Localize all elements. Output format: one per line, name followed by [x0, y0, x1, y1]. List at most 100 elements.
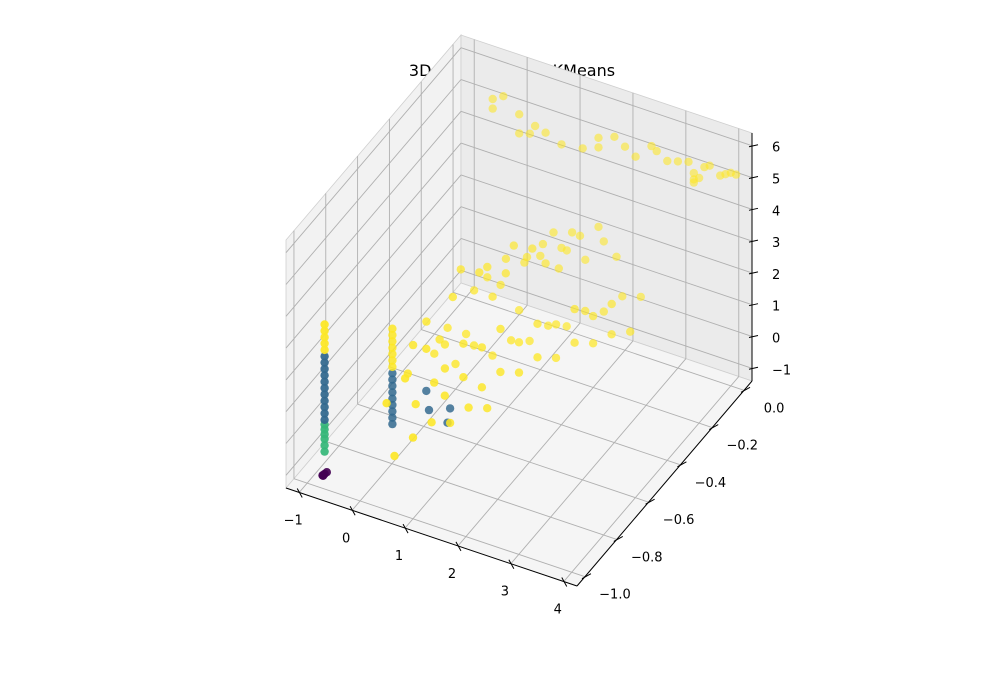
data-point-cluster-3: [461, 329, 471, 339]
x-axis-line: [285, 487, 578, 587]
data-point-cluster-3: [541, 259, 550, 268]
data-point-cluster-3: [700, 162, 709, 172]
z-tick-label: 6: [772, 141, 780, 156]
data-point-cluster-1: [320, 371, 329, 380]
data-point-cluster-3: [607, 330, 616, 339]
grid-line-z: [460, 174, 753, 274]
data-point-cluster-3: [544, 321, 553, 330]
data-point-cluster-3: [594, 222, 603, 232]
data-point-cluster-3: [456, 265, 465, 274]
data-point-cluster-1: [388, 369, 397, 378]
data-point-cluster-3: [501, 269, 510, 278]
grid-line-x: [404, 322, 581, 529]
data-point-cluster-3: [514, 368, 524, 377]
data-point-cluster-3: [388, 349, 397, 359]
data-point-cluster-3: [430, 349, 439, 358]
data-point-cluster-3: [440, 364, 450, 373]
grid-line-y: [452, 291, 745, 391]
grid-line-z: [285, 111, 462, 317]
x-tick-mark: [561, 577, 568, 587]
data-point-cluster-3: [557, 243, 566, 253]
grid-line-z: [460, 206, 753, 306]
grid-line-z: [285, 206, 462, 412]
x-tick-label: 4: [554, 603, 562, 618]
data-point-cluster-3: [631, 152, 640, 161]
data-point-cluster-3: [554, 264, 563, 273]
data-point-cluster-3: [620, 142, 630, 151]
data-point-cluster-3: [716, 171, 725, 180]
grid-line-y: [293, 478, 586, 578]
y-tick-mark: [613, 535, 624, 542]
x-tick-label: 1: [395, 549, 403, 564]
data-point-cluster-1: [320, 377, 329, 386]
data-point-cluster-3: [443, 323, 452, 332]
z-tick-mark: [748, 303, 759, 307]
data-point-cluster-3: [459, 373, 468, 382]
data-point-cluster-3: [440, 391, 449, 400]
data-point-cluster-3: [551, 320, 561, 329]
data-point-cluster-3: [469, 286, 479, 295]
z-tick-mark: [748, 144, 759, 148]
z-tick-label: −1: [772, 363, 791, 378]
data-point-cluster-3: [533, 319, 542, 328]
grid-line-z: [285, 47, 462, 254]
data-point-cluster-3: [496, 367, 505, 377]
data-point-cluster-3: [612, 252, 621, 261]
data-point-cluster-3: [607, 299, 616, 309]
data-point-cluster-1: [320, 415, 329, 424]
data-point-cluster-1: [388, 413, 397, 422]
data-point-cluster-3: [570, 338, 579, 347]
data-point-cluster-3: [475, 268, 484, 277]
z-tick-label: 4: [772, 204, 780, 219]
data-point-cluster-3: [320, 345, 329, 355]
data-point-cluster-2: [320, 447, 329, 456]
data-point-cluster-3: [451, 359, 460, 369]
grid-line-z: [285, 269, 462, 476]
grid-line-z: [285, 142, 462, 349]
data-point-cluster-3: [525, 336, 534, 346]
data-point-cluster-3: [684, 157, 693, 166]
data-point-cluster-3: [320, 326, 329, 335]
data-point-cluster-3: [488, 292, 497, 301]
data-point-cluster-3: [514, 338, 524, 347]
x-tick-label: 2: [448, 567, 456, 582]
data-point-cluster-1: [388, 407, 397, 416]
y-tick-mark: [740, 386, 751, 393]
y-tick-label: −0.4: [695, 476, 727, 491]
data-point-cluster-3: [575, 231, 585, 240]
data-point-cluster-3: [488, 94, 497, 104]
data-point-cluster-1: [320, 402, 329, 412]
data-point-cluster-3: [536, 251, 545, 261]
y-tick-mark: [708, 424, 719, 431]
data-point-cluster-3: [652, 146, 661, 156]
z-tick-mark: [748, 207, 759, 211]
data-point-cluster-3: [551, 353, 561, 363]
grid-line-x: [351, 304, 528, 511]
z-tick-label: 1: [772, 300, 780, 315]
y-tick-label: 0.0: [764, 401, 785, 416]
data-point-cluster-3: [588, 311, 598, 321]
data-point-cluster-3: [562, 322, 571, 331]
data-point-cluster-3: [448, 292, 457, 302]
data-point-cluster-3: [390, 451, 399, 461]
x-tick-mark: [296, 488, 303, 498]
data-point-cluster-1: [320, 383, 329, 393]
data-point-cluster-3: [549, 228, 558, 237]
grid-line-x: [457, 340, 634, 547]
data-point-cluster-3: [499, 92, 508, 101]
data-point-cluster-3: [581, 255, 590, 264]
data-point-cluster-3: [400, 374, 410, 383]
data-point-cluster-3: [570, 304, 579, 314]
grid-line-z: [460, 79, 753, 178]
data-point-cluster-3: [647, 141, 656, 151]
data-point-cluster-3: [388, 362, 397, 372]
grid-line-z: [285, 238, 462, 444]
data-point-cluster-3: [408, 340, 418, 350]
x-tick-label: 3: [501, 585, 509, 600]
data-point-cluster-3: [514, 306, 524, 315]
data-point-cluster-3: [599, 307, 608, 316]
z-tick-mark: [748, 334, 759, 338]
data-point-cluster-1: [388, 394, 397, 403]
data-point-cluster-3: [483, 404, 492, 413]
data-point-cluster-3: [388, 343, 397, 352]
